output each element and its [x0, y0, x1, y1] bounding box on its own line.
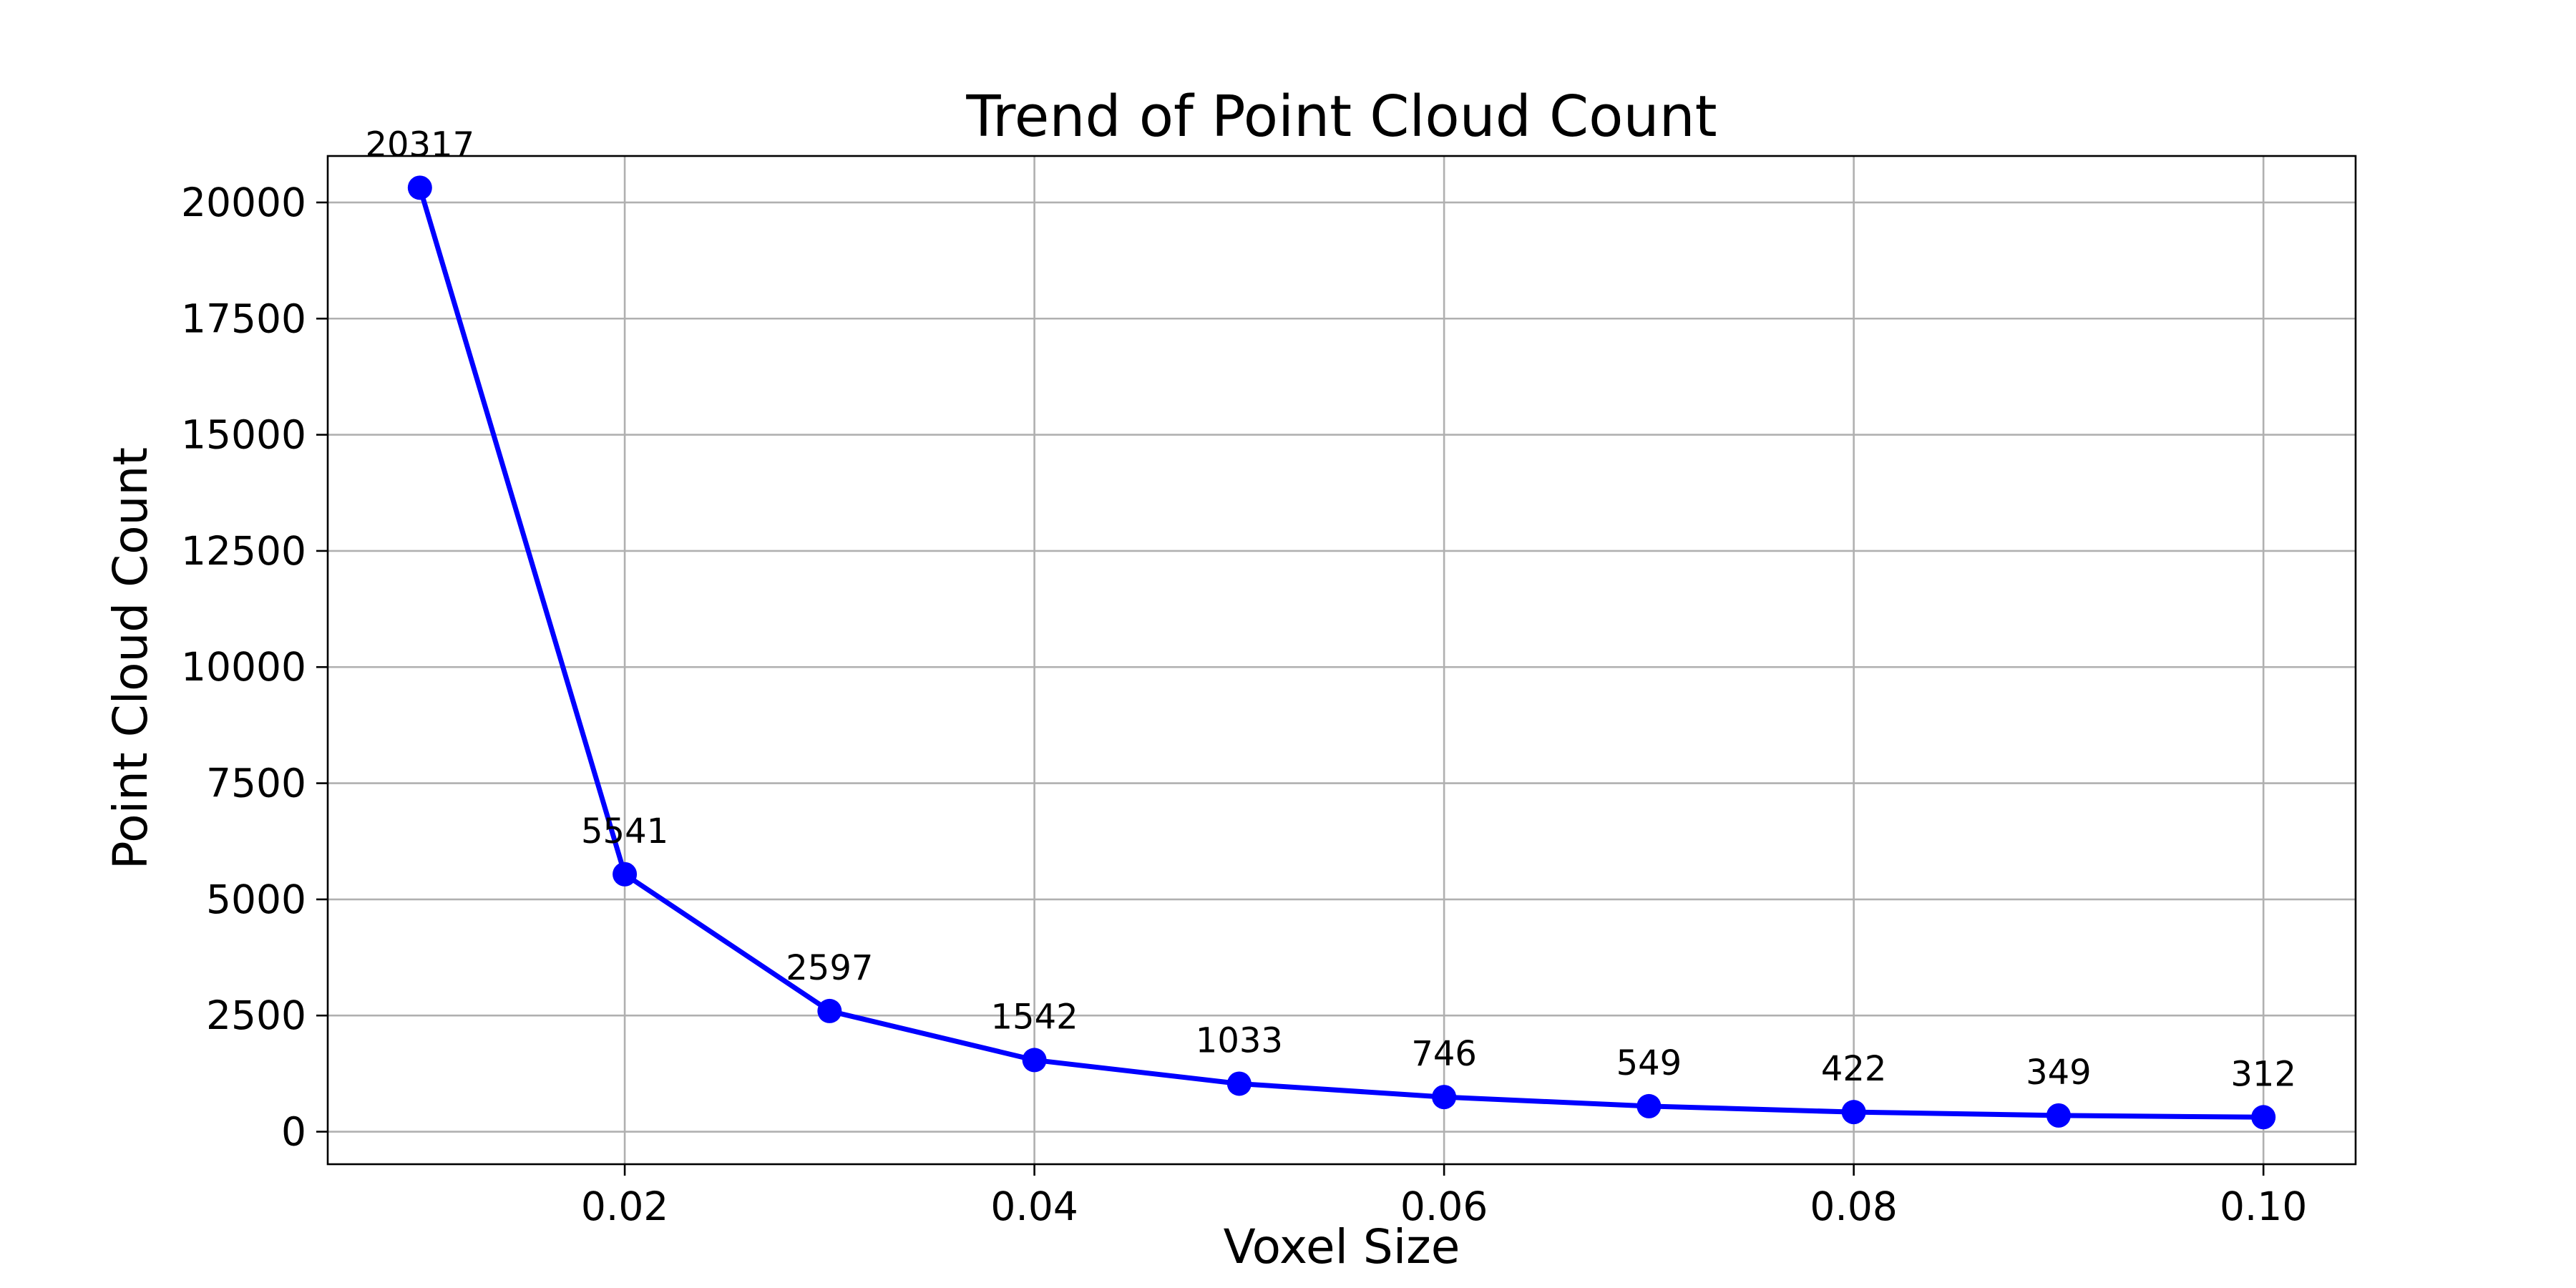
- data-label: 746: [1411, 1034, 1477, 1074]
- data-label: 312: [2230, 1054, 2296, 1094]
- data-label: 2597: [786, 948, 873, 988]
- y-tick-label: 17500: [181, 296, 306, 341]
- y-tick-label: 10000: [181, 644, 306, 690]
- data-label: 349: [2026, 1053, 2092, 1093]
- data-labels: 20317 5541 2597 1542 1033 746 549 422 349 312: [365, 125, 2296, 1094]
- data-point: [1841, 1100, 1866, 1125]
- data-label: 5541: [581, 811, 668, 852]
- x-tick-label: 0.02: [581, 1184, 668, 1229]
- y-tick-label: 5000: [206, 877, 306, 922]
- grid: [328, 156, 2356, 1164]
- data-point: [2251, 1105, 2276, 1130]
- y-tick-label: 0: [281, 1109, 306, 1155]
- y-axis-title: Point Cloud Count: [103, 447, 158, 869]
- plot-frame: [326, 155, 2357, 1166]
- data-point: [2046, 1103, 2071, 1128]
- data-label: 549: [1616, 1043, 1682, 1083]
- x-tick-label: 0.08: [1810, 1184, 1897, 1229]
- data-point: [1636, 1093, 1662, 1118]
- ticks: 0.02 0.04 0.06 0.08 0.10 0 2500 5000 7500 10000 12…: [181, 180, 2307, 1229]
- chart-title: Trend of Point Cloud Count: [965, 84, 1717, 150]
- series-layer: [407, 175, 2276, 1130]
- y-tick-label: 20000: [181, 180, 306, 225]
- x-axis-title: Voxel Size: [1224, 1219, 1460, 1274]
- data-point: [613, 862, 638, 887]
- y-tick-label: 15000: [181, 412, 306, 458]
- y-tick-label: 7500: [206, 761, 306, 806]
- data-point: [1432, 1085, 1457, 1110]
- data-label: 1033: [1196, 1020, 1283, 1060]
- data-point: [1022, 1048, 1047, 1073]
- y-tick-label: 12500: [181, 528, 306, 574]
- data-label: 20317: [365, 125, 474, 165]
- x-tick-label: 0.04: [990, 1184, 1078, 1229]
- x-tick-label: 0.10: [2220, 1184, 2307, 1229]
- data-point: [817, 998, 842, 1023]
- series-line: [417, 185, 2266, 1120]
- data-label: 422: [1821, 1049, 1887, 1089]
- data-point: [407, 175, 432, 200]
- data-label: 1542: [991, 997, 1078, 1037]
- x-tick-label: 0.06: [1400, 1184, 1488, 1229]
- y-tick-label: 2500: [206, 992, 306, 1038]
- data-point: [1226, 1071, 1252, 1096]
